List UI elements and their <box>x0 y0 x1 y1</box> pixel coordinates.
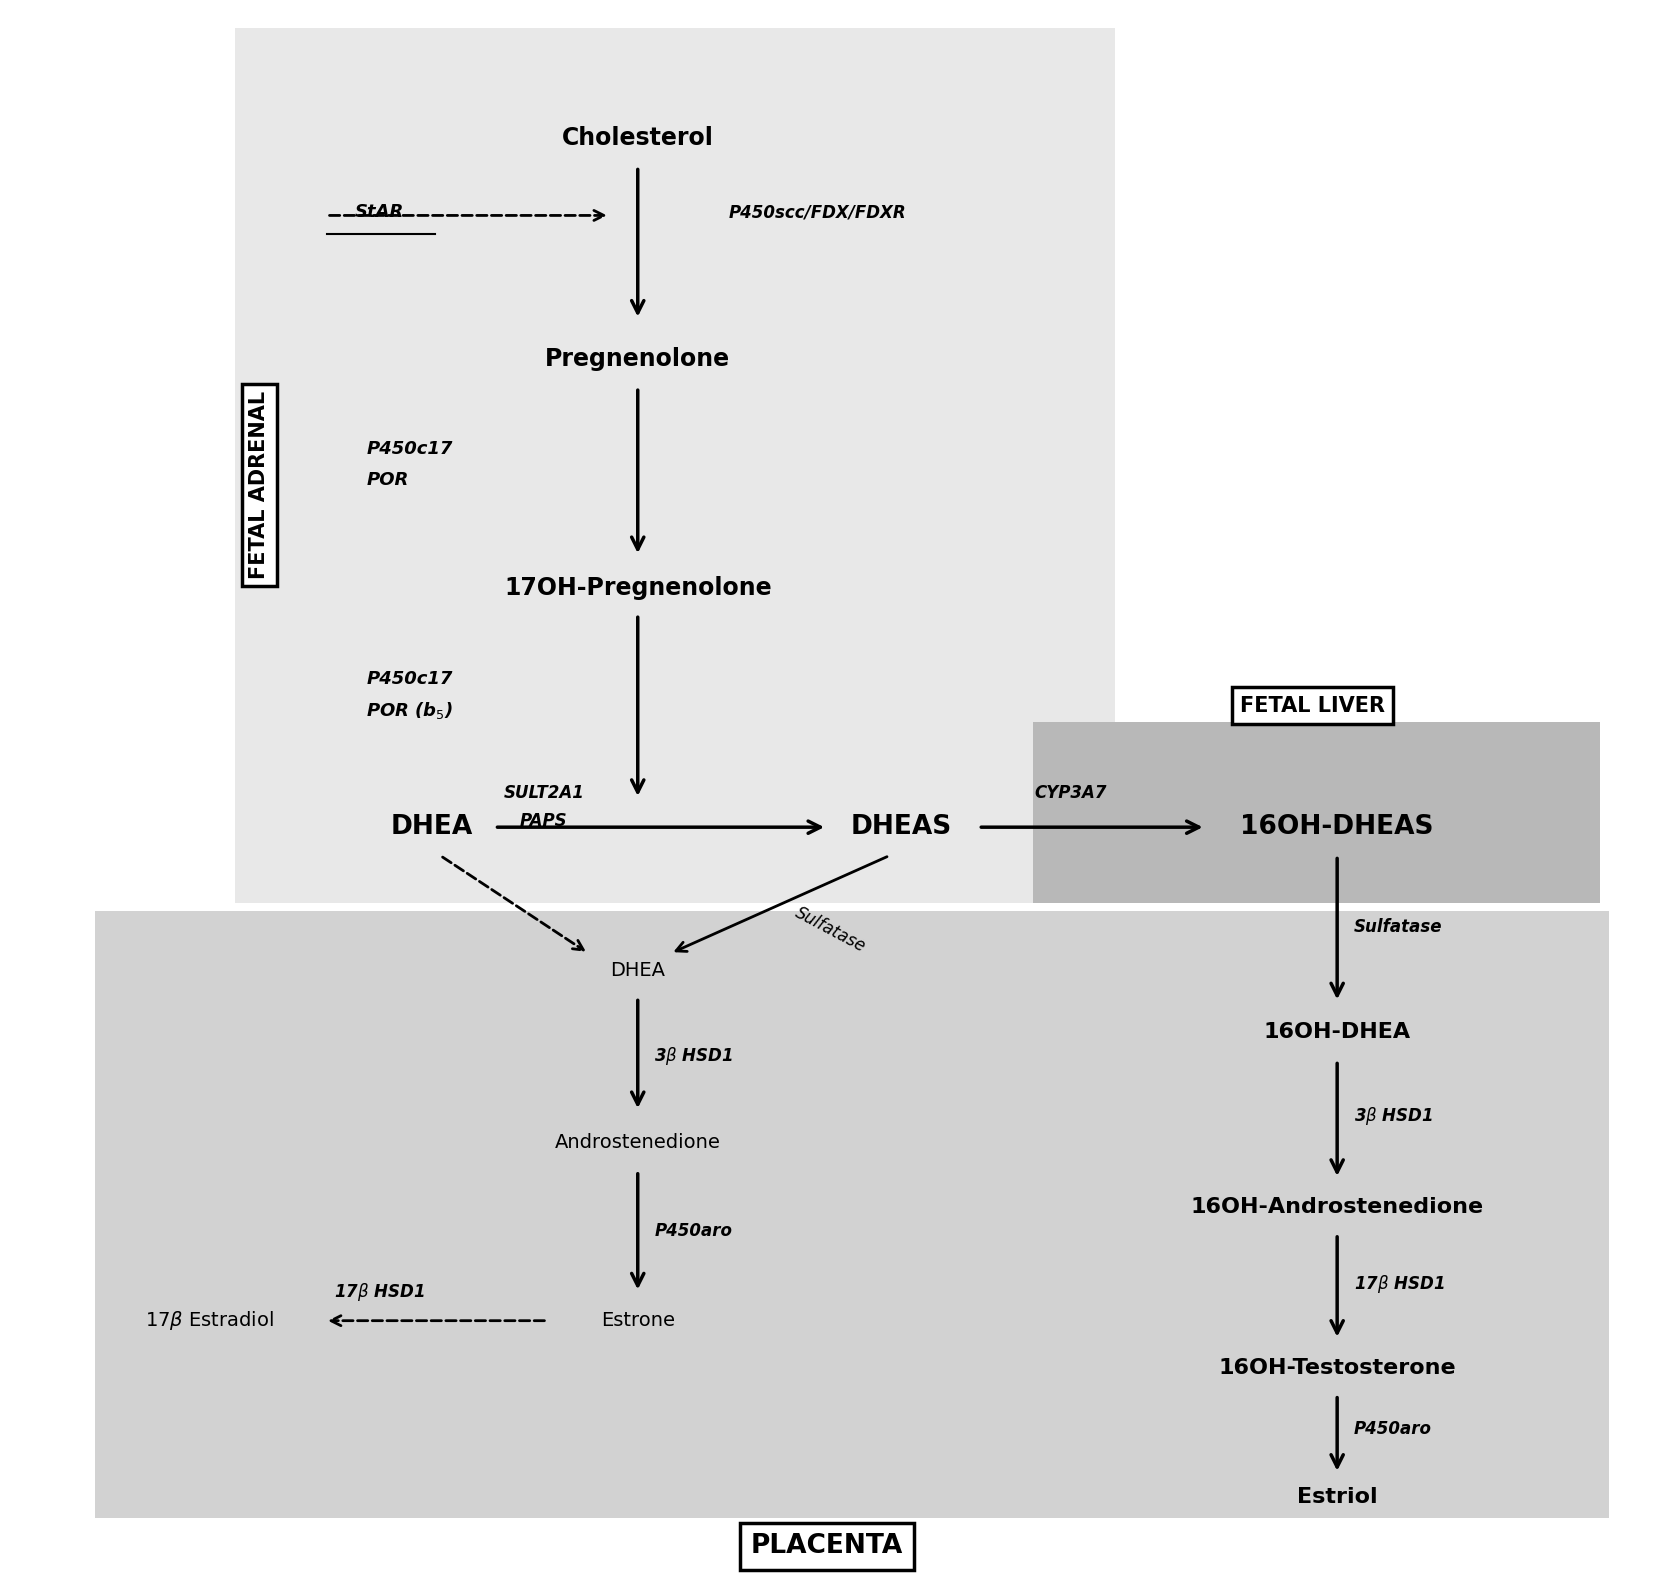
Text: Estrone: Estrone <box>600 1311 675 1330</box>
Bar <box>235 29 1115 903</box>
Text: 3$\beta$ HSD1: 3$\beta$ HSD1 <box>1353 1105 1432 1127</box>
Text: 17$\beta$ Estradiol: 17$\beta$ Estradiol <box>146 1309 275 1331</box>
Text: 16OH-DHEA: 16OH-DHEA <box>1264 1022 1411 1043</box>
Bar <box>94 911 1609 1518</box>
Text: CYP3A7: CYP3A7 <box>1034 783 1107 802</box>
Text: Pregnenolone: Pregnenolone <box>546 347 731 371</box>
Text: DHEA: DHEA <box>610 961 665 980</box>
Text: DHEAS: DHEAS <box>850 815 951 840</box>
Text: Sulfatase: Sulfatase <box>792 903 868 956</box>
Text: Sulfatase: Sulfatase <box>1353 918 1442 935</box>
Text: P450c17: P450c17 <box>366 670 453 688</box>
Text: FETAL LIVER: FETAL LIVER <box>1240 696 1384 716</box>
Text: SULT2A1: SULT2A1 <box>503 783 584 802</box>
Text: PLACENTA: PLACENTA <box>751 1533 903 1560</box>
Text: 17OH-Pregnenolone: 17OH-Pregnenolone <box>504 575 771 599</box>
Text: POR (b$_5$): POR (b$_5$) <box>366 701 453 721</box>
Text: 17$\beta$ HSD1: 17$\beta$ HSD1 <box>1353 1273 1444 1295</box>
Text: Cholesterol: Cholesterol <box>562 127 713 151</box>
Text: FETAL ADRENAL: FETAL ADRENAL <box>250 391 270 579</box>
Text: 3$\beta$ HSD1: 3$\beta$ HSD1 <box>655 1045 733 1067</box>
Text: P450c17: P450c17 <box>366 439 453 458</box>
Text: Estriol: Estriol <box>1297 1487 1378 1507</box>
Text: P450aro: P450aro <box>1353 1420 1431 1439</box>
Text: 16OH-Androstenedione: 16OH-Androstenedione <box>1191 1197 1484 1217</box>
Text: POR: POR <box>366 471 409 490</box>
Text: P450scc/FDX/FDXR: P450scc/FDX/FDXR <box>728 203 906 222</box>
Text: 16OH-Testosterone: 16OH-Testosterone <box>1219 1358 1456 1377</box>
Text: DHEA: DHEA <box>390 815 473 840</box>
Text: StAR: StAR <box>354 203 404 222</box>
Text: Androstenedione: Androstenedione <box>554 1133 721 1152</box>
Text: PAPS: PAPS <box>519 812 567 831</box>
Text: 16OH-DHEAS: 16OH-DHEAS <box>1240 815 1434 840</box>
Bar <box>1032 721 1601 903</box>
Text: 17$\beta$ HSD1: 17$\beta$ HSD1 <box>334 1281 425 1303</box>
Text: P450aro: P450aro <box>655 1222 733 1239</box>
